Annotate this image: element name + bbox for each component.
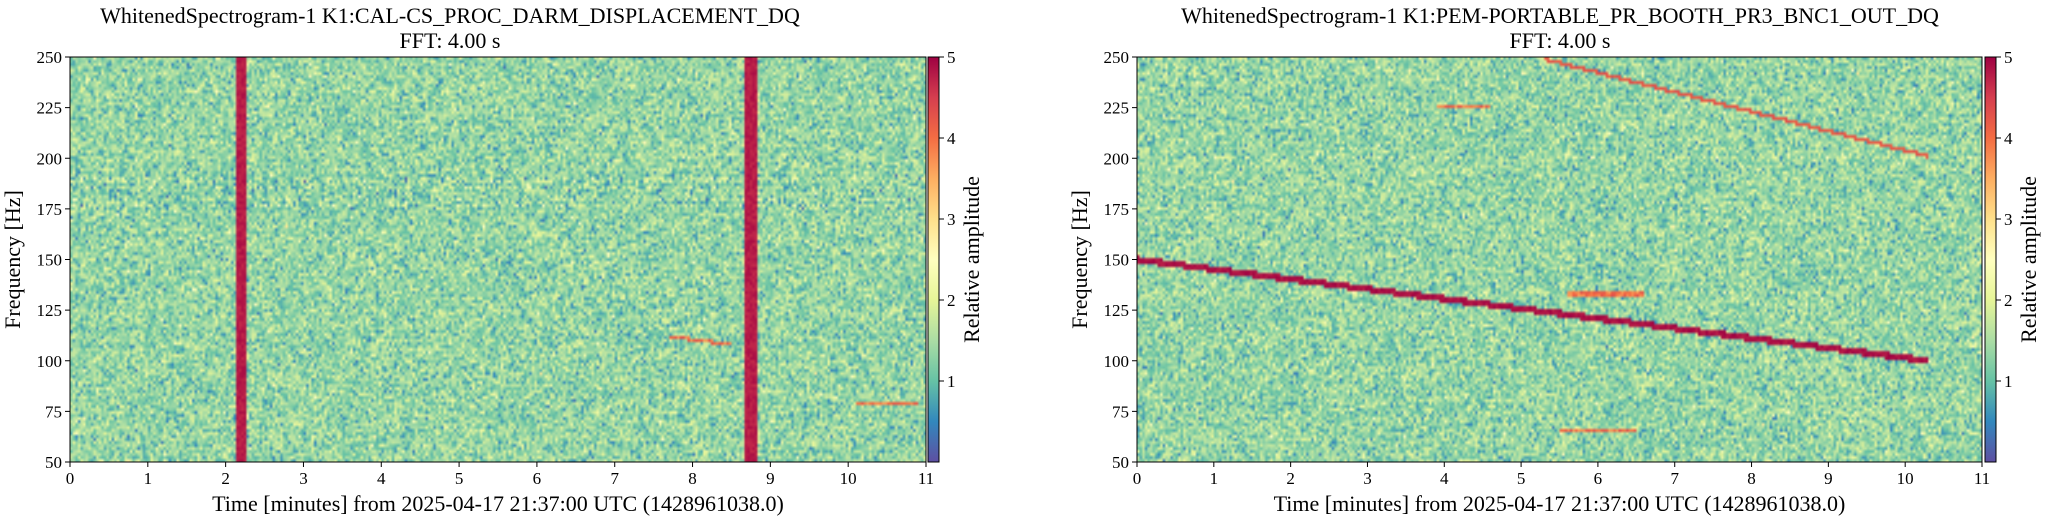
y-tick-label: 75 [1112,402,1129,421]
y-axis-label: Frequency [Hz] [0,190,25,329]
colorbar-tick-label: 2 [2004,291,2013,310]
y-tick-label: 125 [37,301,63,320]
x-tick-label: 3 [1363,469,1372,488]
chart-panel-2: WhitenedSpectrogram-1 K1:PEM-PORTABLE_PR… [1067,3,2041,516]
x-tick-label: 9 [1824,469,1833,488]
colorbar [927,56,940,463]
y-axis-label: Frequency [Hz] [1067,190,1092,329]
colorbar-tick-label: 3 [947,210,956,229]
colorbar-tick-label: 4 [947,129,956,148]
colorbar-tick-label: 5 [2004,48,2013,67]
x-tick-label: 5 [1517,469,1526,488]
x-tick-label: 4 [377,469,386,488]
x-tick-label: 1 [1210,469,1219,488]
y-tick-label: 200 [1104,149,1130,168]
colorbar-tick-label: 2 [947,291,956,310]
chart-title: WhitenedSpectrogram-1 K1:PEM-PORTABLE_PR… [1181,3,1939,28]
x-tick-label: 10 [840,469,857,488]
colorbar-tick-label: 1 [947,372,956,391]
y-tick-label: 150 [37,251,63,270]
spectrogram-image [1137,57,1982,462]
x-tick-label: 3 [299,469,308,488]
x-tick-label: 9 [766,469,775,488]
colorbar-tick-label: 1 [2004,372,2013,391]
x-tick-label: 6 [533,469,542,488]
y-tick-label: 250 [1104,48,1130,67]
colorbar-label: Relative amplitude [959,176,984,343]
colorbar [1984,56,1997,463]
spectrogram-image [70,57,926,462]
y-tick-label: 150 [1104,251,1130,270]
y-tick-label: 100 [37,352,63,371]
x-tick-label: 11 [918,469,934,488]
colorbar-tick-label: 5 [947,48,956,67]
y-tick-label: 250 [37,48,63,67]
y-tick-label: 75 [45,402,62,421]
x-axis-label: Time [minutes] from 2025-04-17 21:37:00 … [212,491,784,516]
x-tick-label: 8 [1747,469,1756,488]
chart-subtitle: FFT: 4.00 s [400,28,501,53]
colorbar-label: Relative amplitude [2016,176,2041,343]
y-tick-label: 100 [1104,352,1130,371]
y-tick-label: 200 [37,149,63,168]
x-tick-label: 0 [66,469,75,488]
x-tick-label: 5 [455,469,464,488]
x-tick-label: 7 [1670,469,1679,488]
y-tick-label: 225 [1104,99,1130,118]
x-tick-label: 1 [144,469,153,488]
y-tick-label: 175 [37,200,63,219]
y-tick-label: 175 [1104,200,1130,219]
x-tick-label: 4 [1440,469,1449,488]
x-tick-label: 0 [1133,469,1142,488]
colorbar-tick-label: 4 [2004,129,2013,148]
x-tick-label: 11 [1974,469,1990,488]
chart-subtitle: FFT: 4.00 s [1510,28,1611,53]
y-tick-label: 50 [1112,453,1129,472]
chart-title: WhitenedSpectrogram-1 K1:CAL-CS_PROC_DAR… [100,3,800,28]
x-tick-label: 10 [1897,469,1914,488]
x-tick-label: 2 [221,469,230,488]
x-axis-label: Time [minutes] from 2025-04-17 21:37:00 … [1274,491,1846,516]
y-tick-label: 225 [37,99,63,118]
x-tick-label: 7 [610,469,619,488]
y-tick-label: 125 [1104,301,1130,320]
chart-panel-1: WhitenedSpectrogram-1 K1:CAL-CS_PROC_DAR… [0,3,984,516]
x-tick-label: 6 [1594,469,1603,488]
x-tick-label: 2 [1286,469,1295,488]
y-tick-label: 50 [45,453,62,472]
x-tick-label: 8 [688,469,697,488]
colorbar-tick-label: 3 [2004,210,2013,229]
